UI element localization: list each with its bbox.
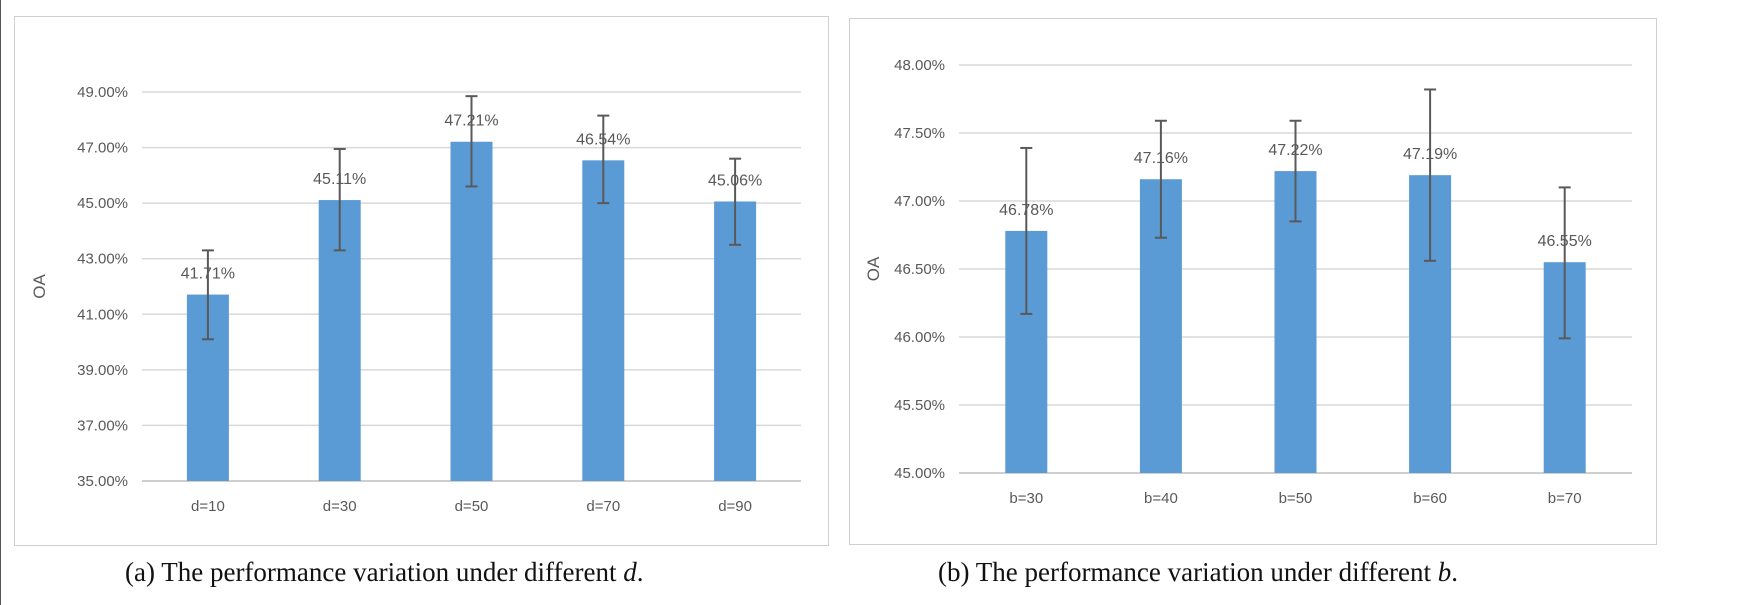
chart-a-x-tick-label: d=90 xyxy=(718,498,752,515)
chart-a-x-tick-label: d=70 xyxy=(586,498,620,515)
caption-a: (a) The performance variation under diff… xyxy=(125,557,644,588)
chart-a-data-label: 45.11% xyxy=(313,171,366,188)
chart-a-data-label: 41.71% xyxy=(181,266,235,283)
caption-b-variable: b xyxy=(1437,557,1452,587)
chart-a-x-tick-label: d=50 xyxy=(455,498,489,515)
chart-b-y-tick-label: 46.50% xyxy=(894,261,945,278)
chart-a-y-tick-label: 37.00% xyxy=(77,417,128,434)
chart-panel-a: 35.00% 37.00% 39.00% 41.00% 43.00% 45.00% 47.0… xyxy=(14,16,829,546)
caption-a-period: . xyxy=(636,557,644,587)
chart-a-y-axis-label: OA xyxy=(30,274,49,299)
chart-a-y-tick-label: 41.00% xyxy=(77,306,128,323)
chart-b-y-tick-label: 47.00% xyxy=(894,193,945,210)
chart-a-x-tick-label: d=30 xyxy=(323,498,357,515)
chart-b-y-tick-label: 47.50% xyxy=(894,125,945,142)
chart-b-y-axis-label: OA xyxy=(864,256,883,281)
chart-a-y-tick-label: 39.00% xyxy=(77,362,128,379)
chart-a-y-tick-label: 49.00% xyxy=(77,84,128,101)
chart-b-y-tick-label: 45.50% xyxy=(894,397,945,414)
page-left-rule xyxy=(0,0,1,605)
chart-b-x-tick-label: b=60 xyxy=(1413,490,1447,507)
chart-b-x-tick-label: b=50 xyxy=(1279,490,1313,507)
chart-b-data-label: 47.22% xyxy=(1268,142,1322,159)
caption-a-text: (a) The performance variation under diff… xyxy=(125,557,624,587)
chart-a-data-label: 47.21% xyxy=(444,113,498,130)
caption-b: (b) The performance variation under diff… xyxy=(938,557,1458,588)
chart-b-data-label: 47.19% xyxy=(1403,146,1457,163)
chart-a-svg: 35.00% 37.00% 39.00% 41.00% 43.00% 45.00% 47.0… xyxy=(30,84,801,515)
chart-b-data-label: 47.16% xyxy=(1134,150,1188,167)
chart-a-y-tick-label: 47.00% xyxy=(77,140,128,157)
caption-a-variable: d xyxy=(623,557,637,587)
chart-b-y-tick-label: 46.00% xyxy=(894,329,945,346)
chart-b-data-label: 46.78% xyxy=(999,202,1053,219)
chart-b-x-tick-label: b=40 xyxy=(1144,490,1178,507)
chart-a-bar xyxy=(582,160,625,482)
caption-b-text: (b) The performance variation under diff… xyxy=(938,557,1438,587)
chart-a-bar xyxy=(714,201,757,481)
chart-a-y-tick-label: 45.00% xyxy=(77,195,128,212)
chart-a-x-tick-label: d=10 xyxy=(191,498,225,515)
chart-a-bar xyxy=(450,141,493,481)
chart-b-x-tick-label: b=70 xyxy=(1548,490,1582,507)
chart-b-data-label: 46.55% xyxy=(1538,233,1592,250)
chart-b-y-tick-label: 48.00% xyxy=(894,57,945,74)
chart-b-svg: 45.00% 45.50% 46.00% 46.50% 47.00% 47.50% 48.0… xyxy=(864,57,1632,507)
caption-b-period: . xyxy=(1451,557,1459,587)
chart-b-x-tick-label: b=30 xyxy=(1009,490,1043,507)
chart-b-y-tick-label: 45.00% xyxy=(894,465,945,482)
chart-a-y-tick-label: 43.00% xyxy=(77,251,128,268)
chart-a-data-label: 46.54% xyxy=(576,131,630,148)
chart-a-data-label: 45.06% xyxy=(708,172,762,189)
chart-a-y-tick-label: 35.00% xyxy=(77,473,128,490)
chart-panel-b: 45.00% 45.50% 46.00% 46.50% 47.00% 47.50% 48.0… xyxy=(849,18,1657,545)
